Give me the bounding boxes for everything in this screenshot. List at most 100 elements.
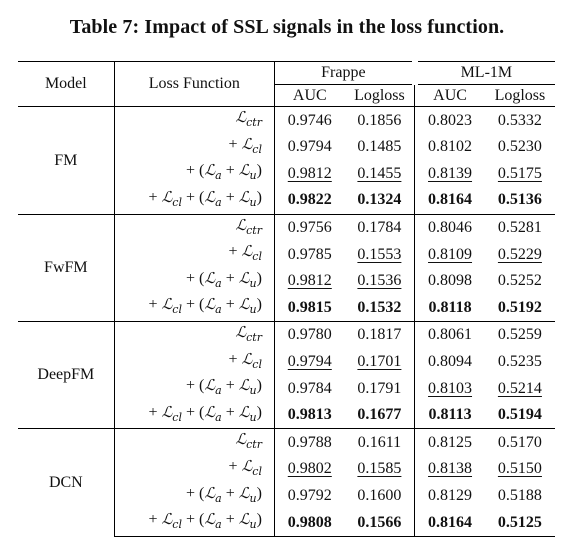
loss-function: + ℒcl + (ℒa + ℒu) xyxy=(114,186,275,215)
frappe-auc-cell: 0.9794 xyxy=(287,138,332,156)
frappe-auc-cell: 0.9788 xyxy=(274,428,345,456)
loss-function: + ℒcl xyxy=(114,241,275,268)
table-row: + ℒcl + (ℒa + ℒu) 0.9813 0.1677 0.8113 0.519… xyxy=(18,401,555,429)
ml1m-auc-cell: 0.8125 xyxy=(414,428,485,456)
frappe-logloss-cell: 0.1817 xyxy=(344,320,416,349)
frappe-logloss-cell: 0.1324 xyxy=(344,186,416,215)
frappe-logloss-cell: 0.1536 xyxy=(344,267,416,295)
frappe-logloss-cell: 0.1784 xyxy=(344,213,416,242)
frappe-auc-cell: 0.9812 xyxy=(287,164,332,182)
header-group-frappe: Frappe xyxy=(274,61,415,85)
ml1m-logloss-cell: 0.5235 xyxy=(497,353,542,371)
loss-function: ℒctr xyxy=(114,320,275,349)
ml1m-logloss-cell: 0.5229 xyxy=(497,245,542,263)
table-body: FM ℒctr 0.9746 0.1856 0.8023 0.5332 + ℒcl 0.979… xyxy=(18,106,555,537)
table-row: + ℒcl + (ℒa + ℒu) 0.9822 0.1324 0.8164 0.513… xyxy=(18,186,555,215)
loss-function: ℒctr xyxy=(114,428,275,456)
loss-function: + (ℒa + ℒu) xyxy=(114,267,275,295)
ml1m-logloss-cell: 0.5170 xyxy=(484,428,555,456)
frappe-logloss-cell: 0.1611 xyxy=(344,428,416,456)
table-row: FwFM ℒctr 0.9756 0.1784 0.8046 0.5281 xyxy=(18,213,555,322)
ml1m-logloss-cell: 0.5136 xyxy=(497,191,542,209)
frappe-auc-cell: 0.9813 xyxy=(287,406,332,424)
ml1m-auc-cell: 0.8138 xyxy=(428,460,473,478)
loss-function: ℒctr xyxy=(114,106,275,134)
ml1m-auc-cell: 0.8098 xyxy=(428,272,473,290)
frappe-logloss-cell: 0.1553 xyxy=(344,241,416,268)
header-group-ml1m: ML-1M xyxy=(411,61,555,85)
ml1m-logloss-cell: 0.5188 xyxy=(497,487,542,504)
frappe-auc-cell: 0.9822 xyxy=(287,191,332,209)
ml1m-logloss-cell: 0.5125 xyxy=(484,509,555,537)
frappe-logloss-cell: 0.1791 xyxy=(344,375,416,402)
ml1m-logloss-cell: 0.5230 xyxy=(497,138,542,156)
table-row: + ℒcl 0.9794 0.1485 0.8102 0.5230 xyxy=(18,133,555,161)
ml1m-auc-cell: 0.8103 xyxy=(428,379,473,397)
frappe-auc-cell: 0.9802 xyxy=(287,460,332,478)
ml1m-auc-cell: 0.8046 xyxy=(414,213,485,242)
loss-function: ℒctr xyxy=(114,213,275,242)
frappe-auc-cell: 0.9808 xyxy=(274,509,345,537)
header-loss-function: Loss Function xyxy=(114,60,275,107)
ml1m-logloss-cell: 0.5332 xyxy=(484,106,555,134)
header-frappe-logloss: Logloss xyxy=(344,84,416,107)
frappe-auc-cell: 0.9756 xyxy=(274,213,345,242)
frappe-logloss-cell: 0.1532 xyxy=(344,294,416,322)
loss-function: + ℒcl xyxy=(114,455,275,483)
model-name: DeepFM xyxy=(18,320,115,429)
frappe-auc-cell: 0.9780 xyxy=(274,320,345,349)
frappe-auc-cell: 0.9784 xyxy=(287,379,332,397)
ml1m-auc-cell: 0.8109 xyxy=(428,245,473,263)
table-row: + ℒcl + (ℒa + ℒu) 0.9815 0.1532 0.8118 0.519… xyxy=(18,294,555,322)
loss-function: + ℒcl xyxy=(114,348,275,376)
ml1m-auc-cell: 0.8129 xyxy=(428,487,473,504)
frappe-logloss-cell: 0.1701 xyxy=(344,348,416,376)
ml1m-auc-cell: 0.8164 xyxy=(428,191,473,209)
header-ml1m-logloss: Logloss xyxy=(494,86,546,104)
table-row: + (ℒa + ℒu) 0.9784 0.1791 0.8103 0.5214 xyxy=(18,375,555,402)
frappe-auc-cell: 0.9746 xyxy=(274,106,345,134)
frappe-logloss-cell: 0.1856 xyxy=(344,106,416,134)
loss-function: + ℒcl + (ℒa + ℒu) xyxy=(114,401,275,429)
table-row: DCN ℒctr 0.9788 0.1611 0.8125 0.5170 xyxy=(18,428,555,537)
ml1m-auc-cell: 0.8094 xyxy=(428,353,473,371)
frappe-auc-cell: 0.9815 xyxy=(287,298,332,316)
ml1m-auc-cell: 0.8164 xyxy=(414,509,485,537)
table-row: + ℒcl 0.9794 0.1701 0.8094 0.5235 xyxy=(18,348,555,376)
results-table: Model Loss Function Frappe ML-1M AUC Log… xyxy=(18,60,555,537)
ml1m-logloss-cell: 0.5192 xyxy=(497,298,542,316)
frappe-logloss-cell: 0.1485 xyxy=(344,133,416,161)
ml1m-logloss-cell: 0.5150 xyxy=(497,460,542,478)
header-model: Model xyxy=(18,60,115,107)
frappe-logloss-cell: 0.1600 xyxy=(344,482,416,510)
model-name: FM xyxy=(18,106,115,215)
ml1m-auc-cell: 0.8023 xyxy=(414,106,485,134)
header-ml1m-auc: AUC xyxy=(433,86,467,104)
frappe-logloss-cell: 0.1677 xyxy=(344,401,416,429)
loss-function: + ℒcl xyxy=(114,133,275,161)
table-row: + ℒcl 0.9802 0.1585 0.8138 0.5150 xyxy=(18,455,555,483)
ml1m-auc-cell: 0.8061 xyxy=(414,320,485,349)
table-row: + (ℒa + ℒu) 0.9812 0.1536 0.8098 0.5252 xyxy=(18,267,555,295)
ml1m-auc-cell: 0.8113 xyxy=(428,406,472,424)
ml1m-auc-cell: 0.8139 xyxy=(428,164,473,182)
ml1m-auc-cell: 0.8118 xyxy=(428,298,472,316)
ml1m-auc-cell: 0.8102 xyxy=(428,138,473,156)
table-caption: Table 7: Impact of SSL signals in the lo… xyxy=(69,16,505,38)
frappe-logloss-cell: 0.1566 xyxy=(344,509,416,537)
model-name: FwFM xyxy=(18,213,115,322)
frappe-auc-cell: 0.9794 xyxy=(287,353,332,371)
model-name: DCN xyxy=(18,428,115,537)
ml1m-logloss-cell: 0.5175 xyxy=(497,164,542,182)
frappe-auc-cell: 0.9785 xyxy=(287,245,332,263)
ml1m-logloss-cell: 0.5281 xyxy=(484,213,555,242)
frappe-logloss-cell: 0.1585 xyxy=(344,455,416,483)
loss-function: + (ℒa + ℒu) xyxy=(114,375,275,402)
loss-function: + ℒcl + (ℒa + ℒu) xyxy=(114,294,275,322)
loss-function: + ℒcl + (ℒa + ℒu) xyxy=(114,509,275,537)
ml1m-logloss-cell: 0.5252 xyxy=(497,272,542,290)
header-frappe-auc: AUC xyxy=(292,86,327,104)
ml1m-logloss-cell: 0.5259 xyxy=(484,320,555,349)
table-row: FM ℒctr 0.9746 0.1856 0.8023 0.5332 xyxy=(18,106,555,215)
loss-function: + (ℒa + ℒu) xyxy=(114,160,275,187)
